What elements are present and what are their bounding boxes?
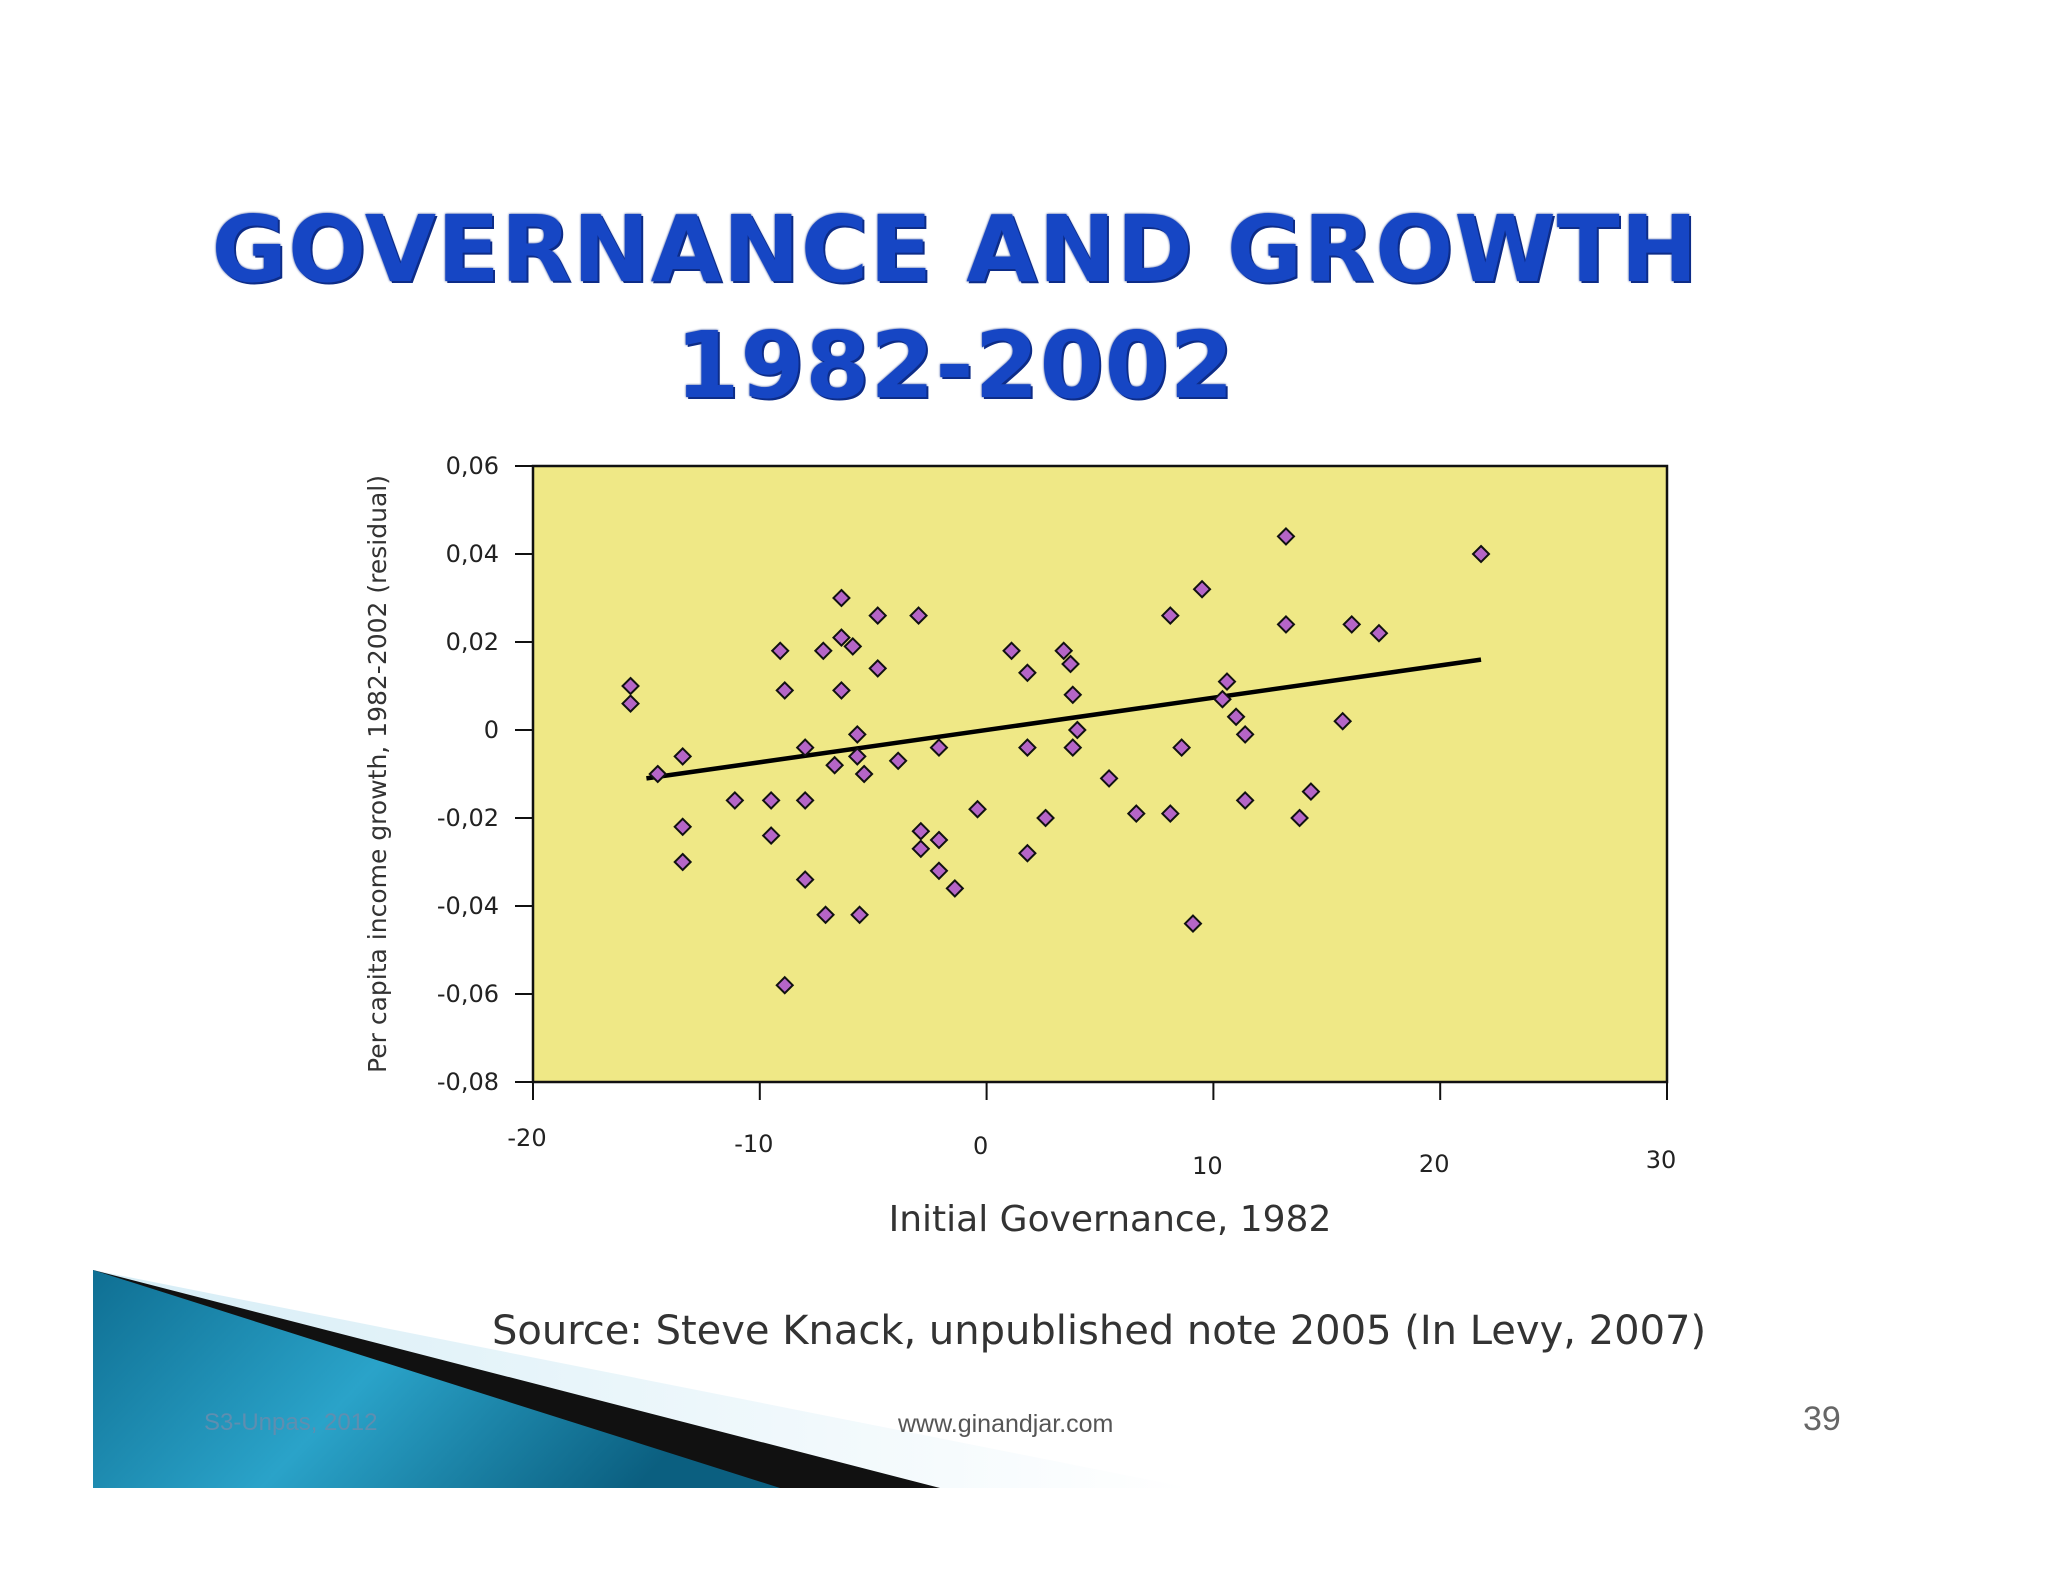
data-point bbox=[761, 826, 781, 846]
data-point bbox=[1036, 808, 1055, 828]
data-point bbox=[1369, 623, 1389, 643]
data-point bbox=[1471, 544, 1491, 564]
footer-left-text: S3-Unpas, 2012 bbox=[204, 1409, 378, 1436]
data-point bbox=[1063, 738, 1083, 758]
data-point bbox=[725, 790, 745, 810]
footer-website: www.ginandjar.com bbox=[898, 1410, 1114, 1438]
data-point bbox=[795, 790, 815, 810]
data-point bbox=[775, 975, 795, 995]
data-point bbox=[1276, 526, 1296, 546]
data-points bbox=[621, 526, 1491, 995]
data-point bbox=[850, 905, 870, 925]
data-point bbox=[1160, 606, 1180, 626]
y-tick-label: 0 bbox=[484, 716, 499, 744]
page-number: 39 bbox=[1803, 1400, 1841, 1438]
data-point bbox=[929, 830, 949, 850]
data-point bbox=[929, 861, 949, 881]
data-point bbox=[868, 658, 888, 678]
data-point bbox=[854, 764, 874, 784]
data-point bbox=[1192, 579, 1212, 599]
data-point bbox=[1018, 843, 1037, 863]
data-point bbox=[673, 746, 693, 766]
data-point bbox=[832, 680, 851, 700]
y-tick-label: 0,04 bbox=[446, 540, 499, 568]
data-point bbox=[825, 755, 845, 775]
data-point bbox=[775, 680, 795, 700]
plot-area bbox=[531, 464, 1669, 1084]
data-point bbox=[868, 606, 888, 626]
y-axis-label: Per capita income growth, 1982-2002 (res… bbox=[363, 475, 392, 1073]
data-point bbox=[1018, 663, 1037, 683]
data-point bbox=[1183, 914, 1203, 934]
data-point bbox=[621, 694, 640, 714]
data-point bbox=[1226, 707, 1246, 727]
data-point bbox=[1342, 614, 1362, 634]
x-axis: -20 -10 0 10 20 30 bbox=[507, 1082, 1676, 1180]
data-point bbox=[1126, 804, 1146, 824]
data-point bbox=[945, 878, 965, 898]
data-point bbox=[1054, 641, 1074, 661]
data-point bbox=[795, 738, 815, 758]
data-point bbox=[847, 724, 867, 744]
data-point bbox=[1061, 654, 1080, 674]
y-tick-label: 0,06 bbox=[446, 452, 499, 480]
data-point bbox=[832, 588, 851, 608]
x-tick-label: 10 bbox=[1192, 1152, 1223, 1180]
data-point bbox=[911, 821, 931, 841]
data-point bbox=[843, 636, 863, 656]
data-point bbox=[847, 746, 867, 766]
data-point bbox=[1235, 724, 1255, 744]
data-point bbox=[1235, 790, 1255, 810]
data-point bbox=[1333, 711, 1353, 731]
data-point bbox=[1018, 738, 1037, 758]
slide-title-line2: 1982-2002 bbox=[675, 312, 1235, 419]
y-tick-label: 0,02 bbox=[446, 628, 499, 656]
data-point bbox=[832, 628, 851, 648]
data-point bbox=[911, 839, 931, 859]
x-tick-label: 0 bbox=[973, 1132, 988, 1160]
x-tick-label: 20 bbox=[1419, 1150, 1450, 1178]
data-point bbox=[968, 799, 987, 819]
x-tick-label: 30 bbox=[1646, 1146, 1677, 1174]
data-point bbox=[1172, 738, 1192, 758]
data-point bbox=[770, 641, 790, 661]
data-point bbox=[1217, 672, 1237, 692]
data-point bbox=[648, 764, 668, 784]
data-point bbox=[813, 641, 833, 661]
data-point bbox=[795, 870, 815, 890]
x-tick-label: -10 bbox=[734, 1130, 773, 1158]
data-point bbox=[909, 606, 928, 626]
data-point bbox=[816, 905, 835, 925]
data-point bbox=[1213, 689, 1232, 709]
data-point bbox=[1301, 782, 1321, 802]
data-point bbox=[1290, 808, 1309, 828]
data-point bbox=[1063, 685, 1083, 705]
data-point bbox=[761, 790, 781, 810]
data-point bbox=[621, 676, 640, 696]
data-point bbox=[1099, 768, 1119, 788]
data-point bbox=[1276, 614, 1296, 634]
y-axis: 0,06 0,04 0,02 0 -0,02 -0,04 -0,06 -0,08 bbox=[437, 452, 533, 1096]
y-tick-label: -0,02 bbox=[437, 804, 499, 832]
x-axis-label: Initial Governance, 1982 bbox=[888, 1199, 1332, 1240]
data-point bbox=[888, 751, 908, 771]
data-point bbox=[929, 738, 949, 758]
y-tick-label: -0,06 bbox=[437, 980, 499, 1008]
y-tick-label: -0,08 bbox=[437, 1068, 499, 1096]
data-point bbox=[1002, 641, 1021, 661]
data-point bbox=[673, 817, 693, 837]
data-point bbox=[1067, 720, 1087, 740]
y-tick-label: -0,04 bbox=[437, 892, 499, 920]
x-tick-label: -20 bbox=[507, 1124, 546, 1152]
slide-title-line1: GOVERNANCE AND GROWTH bbox=[211, 196, 1699, 303]
data-point bbox=[1160, 804, 1180, 824]
banner-teal-wedge bbox=[93, 1270, 780, 1488]
data-point bbox=[673, 852, 693, 872]
trend-line bbox=[646, 657, 1482, 781]
source-note: Source: Steve Knack, unpublished note 20… bbox=[492, 1308, 1707, 1354]
